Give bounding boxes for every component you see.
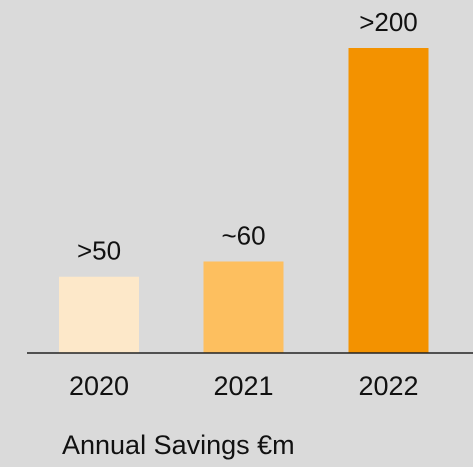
x-tick-label: 2021: [213, 371, 273, 401]
x-tick-label: 2020: [69, 371, 129, 401]
value-label: ~60: [221, 220, 265, 250]
x-axis-label: Annual Savings €m: [62, 430, 295, 460]
value-label: >50: [77, 236, 121, 266]
bar: [59, 276, 139, 353]
bar: [348, 48, 429, 353]
x-tick-label: 2022: [358, 371, 418, 401]
value-label: >200: [359, 7, 418, 37]
bar: [203, 261, 284, 353]
